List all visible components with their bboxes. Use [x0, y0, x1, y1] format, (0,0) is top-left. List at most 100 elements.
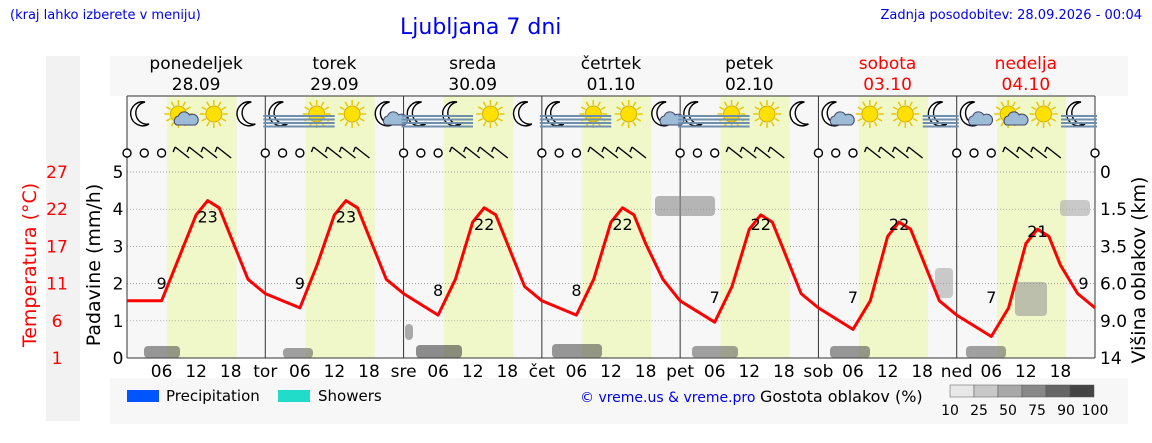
precip-axis-tick: 3: [113, 237, 124, 257]
wind-calm-icon: [813, 148, 824, 158]
page-title: Ljubljana 7 dni: [400, 15, 562, 40]
wind-barb-icon: [188, 146, 204, 159]
day-name: ponedeljek: [149, 54, 243, 74]
moon-fog-icon: [1061, 101, 1097, 128]
wind-barb-icon: [769, 146, 785, 159]
wind-calm-icon: [848, 148, 858, 158]
hour-tick: 18: [1050, 362, 1072, 382]
wind-barb-icon: [479, 146, 495, 159]
cloud-height-tick: 6.0: [1100, 275, 1127, 295]
temp-min-label: 8: [433, 281, 443, 300]
temp-max-label: 21: [1027, 222, 1047, 241]
cloud-patch: [655, 196, 715, 216]
wind-calm-icon: [969, 148, 979, 158]
temp-min-label: 7: [848, 288, 858, 307]
wind-calm-icon: [986, 148, 996, 158]
day-name: četrtek: [581, 54, 642, 74]
wind-barb-icon: [767, 146, 771, 153]
cloud-density-swatch: [1069, 384, 1095, 398]
daylight-band: [720, 96, 790, 358]
wind-barb-icon: [1046, 146, 1062, 159]
day-abbr: sob: [803, 362, 833, 382]
wind-calm-icon: [554, 148, 564, 158]
wind-barb-icon: [324, 146, 329, 153]
temp-axis-tick: 22: [46, 200, 68, 220]
wind-barb-icon: [338, 146, 343, 153]
cloud-patch: [283, 348, 313, 358]
hour-tick: 12: [877, 362, 899, 382]
cloud-density-swatch: [1021, 384, 1047, 398]
wind-barb-icon: [891, 146, 896, 153]
cloud-height-tick: 1.5: [1100, 200, 1127, 220]
wind-calm-icon: [156, 148, 167, 158]
wind-barb-icon: [451, 146, 467, 159]
wind-barb-icon: [880, 146, 896, 159]
wind-calm-icon: [260, 148, 270, 158]
wind-barb-icon: [352, 146, 357, 153]
cloud-density-level: 50: [999, 403, 1017, 419]
sun-icon: [338, 100, 367, 128]
wind-barb-icon: [1016, 146, 1020, 153]
wind-barb-icon: [739, 146, 743, 153]
day-date: 04.10: [1002, 75, 1051, 95]
day-date: 28.09: [172, 75, 221, 95]
wind-barb-icon: [908, 146, 924, 159]
day-date: 03.10: [863, 75, 912, 95]
temp-max-label: 23: [336, 208, 356, 227]
wind-barb-icon: [1044, 146, 1048, 153]
temp-min-label: 7: [710, 288, 720, 307]
sun-icon: [753, 100, 781, 128]
wind-barb-icon: [491, 146, 495, 153]
wind-calm-icon: [571, 148, 582, 158]
moon-cloud-icon: [374, 101, 408, 127]
sun-icon: [199, 100, 228, 128]
hour-tick: 18: [358, 362, 380, 382]
moon-cloud-icon: [821, 101, 855, 127]
precip-axis-tick: 4: [113, 200, 124, 220]
precipitation-legend-label: Precipitation: [166, 387, 260, 405]
moon-fog-icon: [401, 101, 438, 128]
cloud-density-level: 90: [1057, 403, 1075, 419]
precip-axis-tick: 0: [113, 349, 124, 369]
temp-axis-tick: 6: [52, 312, 63, 332]
sun-cloud-icon: [164, 100, 199, 128]
wind-barb-icon: [200, 146, 204, 153]
cloud-patch: [935, 268, 953, 298]
cloud-density-level: 75: [1028, 403, 1046, 419]
cloud-density-swatch: [1045, 384, 1071, 398]
hour-tick: 12: [600, 362, 622, 382]
wind-calm-icon: [122, 148, 132, 158]
temp-max-label: 22: [612, 215, 632, 234]
wind-barb-icon: [477, 146, 481, 153]
wind-barb-icon: [449, 146, 453, 153]
temp-min-label: 7: [986, 288, 996, 307]
wind-barb-icon: [174, 146, 190, 159]
sun-fog-icon: [298, 100, 335, 128]
daylight-band: [167, 96, 237, 358]
credit-link: © vreme.us & vreme.pro: [580, 390, 755, 406]
moon-fog-icon: [678, 101, 715, 128]
sun-icon: [1029, 100, 1058, 128]
cloud-patch: [416, 345, 462, 358]
wind-calm-icon: [1090, 148, 1100, 158]
wind-calm-icon: [398, 148, 409, 158]
wind-barb-icon: [589, 146, 605, 159]
hour-tick: 06: [842, 362, 864, 382]
last-updated: Zadnja posodobitev: 28.09.2026 - 00:04: [880, 8, 1142, 23]
hour-tick: 06: [289, 362, 311, 382]
hour-tick: 18: [911, 362, 933, 382]
day-name: petek: [725, 54, 773, 74]
wind-barb-icon: [354, 146, 370, 159]
cloud-density-level: 100: [1082, 403, 1109, 419]
wind-barb-icon: [214, 146, 218, 153]
hour-tick: 18: [496, 362, 518, 382]
hour-tick: 18: [635, 362, 657, 382]
cloud-patch: [966, 346, 1006, 358]
wind-calm-icon: [710, 148, 720, 158]
hour-tick: 06: [566, 362, 588, 382]
day-abbr: pet: [666, 362, 694, 382]
wind-barb-icon: [172, 146, 176, 153]
cloud-height-axis-label: Višina oblakov (km): [1128, 177, 1150, 364]
moon-icon: [789, 101, 809, 127]
